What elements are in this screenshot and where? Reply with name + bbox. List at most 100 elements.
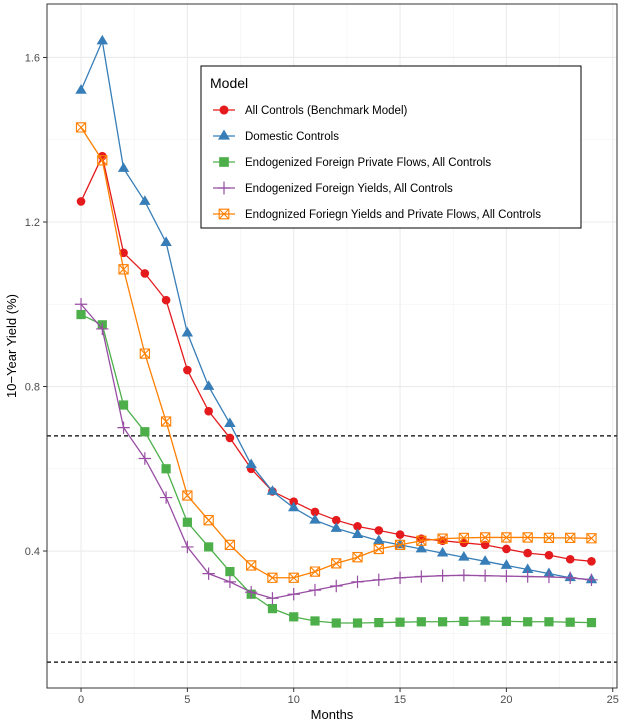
series-group (74, 298, 598, 605)
data-point-square (225, 567, 235, 577)
x-tick-label: 25 (607, 694, 619, 706)
data-point-circle (310, 507, 320, 517)
data-point-plus (308, 583, 322, 597)
data-point-plus (478, 569, 492, 582)
data-point-box-x (437, 533, 448, 544)
data-point-triangle (160, 236, 172, 246)
x-tick-label: 5 (184, 694, 190, 706)
data-point-triangle (330, 522, 342, 532)
data-point-triangle (202, 380, 215, 390)
data-point-triangle (181, 326, 194, 337)
data-point-plus (266, 592, 279, 605)
data-point-plus (500, 569, 513, 583)
data-point-circle (161, 295, 171, 305)
data-point-box-x (394, 539, 406, 551)
data-point-box-x (331, 558, 342, 569)
legend-label: Domestic Controls (245, 131, 339, 143)
data-point-triangle (139, 195, 151, 205)
data-point-box-x (97, 155, 108, 166)
data-point-plus (223, 575, 237, 589)
data-point-box-x (479, 532, 491, 543)
data-point-square (523, 617, 533, 627)
data-point-box-x (267, 572, 278, 583)
data-point-triangle (479, 555, 491, 565)
data-point-plus (436, 569, 449, 582)
data-point-circle (395, 530, 405, 539)
data-point-square (118, 400, 129, 410)
data-point-plus (159, 491, 173, 504)
data-point-circle (225, 433, 235, 443)
data-point-plus (351, 575, 364, 589)
data-point-plus (117, 421, 130, 434)
data-point-square (267, 604, 278, 614)
data-point-square (331, 618, 341, 628)
data-point-circle (523, 548, 532, 558)
legend-label: Endognized Foriegn Yields and Private Fl… (245, 209, 541, 221)
data-point-circle (76, 197, 86, 206)
y-axis-title: 10−Year Yield (%) (4, 294, 19, 398)
series-lines (74, 34, 598, 628)
data-point-triangle (117, 162, 130, 172)
legend-items: All Controls (Benchmark Model) Domestic C… (213, 105, 541, 221)
data-point-square (182, 517, 192, 527)
data-point-square (480, 616, 490, 626)
series-line (80, 303, 592, 600)
data-point-square (352, 618, 363, 628)
data-point-circle (587, 557, 596, 566)
legend-item: All Controls (Benchmark Model) (213, 105, 408, 117)
series-group (75, 122, 597, 583)
data-point-box-x (139, 348, 150, 359)
y-tick-label: 0.8 (25, 382, 40, 394)
data-point-box-x (373, 543, 384, 555)
data-point-square (437, 617, 448, 627)
data-point-triangle (500, 559, 513, 569)
data-point-plus (372, 573, 385, 587)
data-point-box-x (309, 566, 321, 577)
data-point-box-x (565, 532, 576, 544)
data-point-square (76, 309, 86, 320)
data-point-circle (353, 522, 362, 531)
data-point-square (374, 618, 384, 628)
data-point-square (586, 618, 597, 628)
data-point-triangle (373, 534, 385, 545)
plot-panel-border (46, 3, 618, 689)
legend-item: Endogenized Foreign Yields, All Controls (213, 181, 453, 195)
data-point-circle (204, 406, 213, 416)
data-point-square (416, 617, 426, 627)
data-point-triangle (75, 84, 87, 94)
data-point-plus (96, 322, 109, 336)
data-point-plus (457, 569, 471, 582)
x-tick-label: 20 (500, 694, 512, 706)
data-point-triangle (224, 417, 236, 427)
x-tick-label: 0 (78, 694, 84, 706)
data-point-circle (565, 554, 575, 564)
data-point-plus (415, 570, 428, 583)
data-point-circle (502, 544, 511, 554)
axis-ticks: 0 5 10 15 20 25 0.4 0.8 1.2 1.6 (25, 52, 619, 706)
data-point-box-x (203, 515, 214, 526)
data-point-box-x (501, 532, 512, 543)
data-point-plus (393, 571, 407, 584)
legend-item: Endogenized Foreign Private Flows, All C… (213, 157, 491, 169)
legend-title: Model (210, 75, 248, 91)
data-point-plus (217, 181, 231, 195)
data-point-square (565, 617, 575, 627)
data-point-square (161, 464, 171, 474)
data-point-circle (544, 550, 554, 560)
legend-item: Domestic Controls (213, 129, 339, 143)
data-point-box-x (352, 552, 363, 563)
data-point-box-x (75, 122, 87, 133)
data-point-plus (564, 571, 577, 584)
data-point-box-x (416, 535, 427, 546)
x-tick-label: 15 (394, 694, 406, 706)
data-point-plus (244, 585, 258, 599)
data-point-square (140, 427, 150, 437)
legend-label: All Controls (Benchmark Model) (245, 105, 408, 117)
legend-label: Endogenized Foreign Private Flows, All C… (245, 157, 491, 169)
data-point-box-x (586, 533, 597, 544)
data-point-box-x (218, 208, 230, 220)
data-point-box-x (543, 532, 555, 544)
data-point-square (501, 616, 512, 626)
data-point-triangle (521, 563, 534, 573)
